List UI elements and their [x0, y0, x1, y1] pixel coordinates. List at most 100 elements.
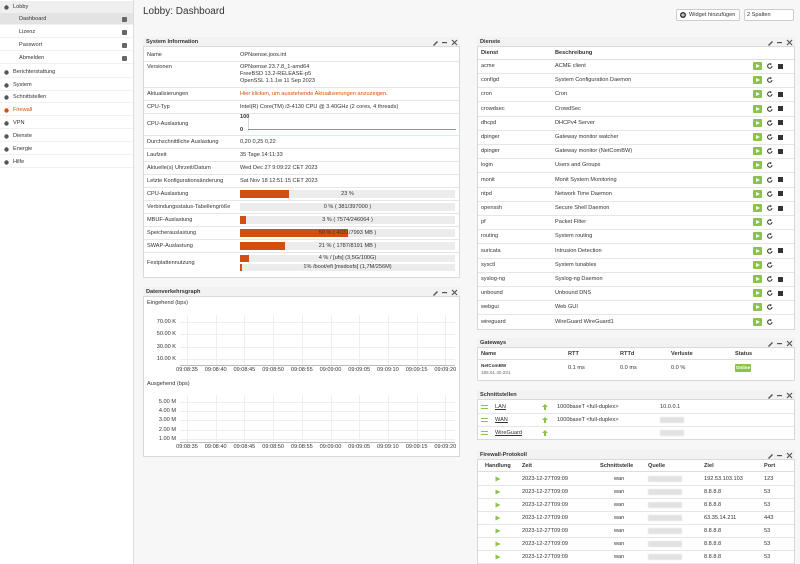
service-status[interactable] [753, 289, 762, 298]
nav-label[interactable]: Abmelden [19, 55, 45, 61]
stop-button[interactable] [778, 120, 783, 126]
restart-button[interactable] [767, 190, 773, 197]
stop-button[interactable] [778, 63, 783, 69]
restart-button[interactable] [767, 304, 773, 311]
service-status[interactable] [753, 317, 762, 326]
stop-button[interactable] [778, 276, 783, 282]
service-description: System Configuration Daemon [555, 77, 632, 84]
nav-label[interactable]: Lobby [13, 4, 29, 10]
redacted-source [648, 515, 682, 521]
restart-button[interactable] [767, 205, 773, 211]
nav-item[interactable] [0, 52, 133, 64]
nav-item[interactable] [0, 156, 133, 168]
stop-button[interactable] [778, 91, 783, 97]
restart-button[interactable] [767, 63, 773, 69]
nav-item[interactable] [0, 26, 133, 38]
pass-icon [495, 476, 501, 482]
columns-select-label[interactable]: 2 Spalten [747, 12, 771, 18]
nav-label[interactable]: Passwort [19, 42, 43, 48]
columns-select[interactable] [744, 9, 794, 21]
nav-item[interactable] [0, 13, 133, 25]
restart-button[interactable] [767, 261, 773, 268]
service-description: Packet Filter [555, 219, 587, 226]
service-status[interactable] [753, 303, 762, 312]
info-value: FreeBSD 13.2-RELEASE-p5 [240, 71, 312, 77]
row-divider [144, 226, 459, 227]
stop-button[interactable] [778, 248, 783, 254]
service-status[interactable] [753, 218, 762, 227]
service-status[interactable] [753, 175, 762, 184]
nav-item[interactable] [0, 66, 133, 78]
restart-button[interactable] [767, 148, 773, 154]
nav-item[interactable] [0, 130, 133, 142]
service-status[interactable] [753, 275, 762, 283]
y-tick-label: 1.00 M [158, 435, 176, 442]
interface-name[interactable]: LAN [495, 404, 506, 410]
nav-label[interactable]: Hilfe [13, 159, 25, 165]
service-status[interactable] [753, 204, 762, 212]
nav-item[interactable] [0, 39, 133, 51]
restart-button[interactable] [767, 219, 773, 225]
service-status[interactable] [753, 147, 762, 156]
restart-button[interactable] [767, 91, 773, 98]
stop-button[interactable] [778, 191, 783, 197]
stop-button[interactable] [778, 134, 783, 140]
stop-button[interactable] [778, 106, 783, 112]
nav-label[interactable]: Lizenz [19, 29, 36, 35]
interface-name[interactable]: WAN [495, 417, 508, 423]
restart-button[interactable] [767, 105, 773, 112]
nav-label[interactable]: Schnittstellen [13, 94, 47, 100]
service-status[interactable] [753, 62, 762, 70]
nav-label[interactable]: Energie [13, 146, 33, 152]
service-status[interactable] [753, 260, 762, 269]
service-status[interactable] [753, 189, 762, 198]
service-status[interactable] [753, 246, 762, 255]
restart-button[interactable] [767, 276, 773, 282]
grid-line [180, 346, 455, 348]
service-description: Syslog-ng Daemon [555, 276, 603, 282]
service-status[interactable] [753, 90, 762, 99]
restart-button[interactable] [767, 233, 773, 240]
service-status[interactable] [753, 161, 762, 170]
nav-label[interactable]: Berichterstattung [13, 69, 56, 75]
restart-button[interactable] [767, 290, 773, 296]
nav-item[interactable] [0, 79, 133, 91]
stop-button[interactable] [778, 148, 783, 154]
restart-button[interactable] [767, 134, 773, 140]
restart-button[interactable] [767, 119, 773, 126]
add-widget-label[interactable]: Widget hinzufügen [689, 12, 736, 18]
nav-item[interactable] [0, 91, 133, 103]
service-status[interactable] [753, 232, 762, 241]
service-status[interactable] [753, 104, 762, 113]
restart-button[interactable] [767, 162, 773, 169]
nav-label[interactable]: Dienste [13, 133, 32, 139]
column-header: Status [735, 351, 753, 357]
row-divider [144, 174, 459, 175]
service-status[interactable] [753, 118, 762, 127]
nav-label[interactable]: System [13, 82, 32, 88]
cpu-sparkline [248, 116, 456, 131]
nav-item[interactable] [0, 143, 133, 155]
nav-label[interactable]: Firewall [13, 107, 33, 113]
stop-button[interactable] [778, 205, 783, 211]
stop-button[interactable] [778, 177, 783, 183]
row-divider [478, 314, 794, 316]
restart-button[interactable] [767, 176, 773, 183]
nav-item[interactable] [0, 104, 133, 116]
nav-label[interactable]: Dashboard [19, 16, 47, 22]
nav-item[interactable] [0, 117, 133, 129]
nav-item[interactable] [0, 1, 133, 13]
interface-name[interactable]: WireGuard [495, 430, 523, 436]
nav-label[interactable]: VPN [13, 120, 25, 126]
restart-button[interactable] [767, 318, 773, 325]
restart-button[interactable] [767, 77, 773, 83]
add-widget-button[interactable] [676, 9, 740, 21]
service-status[interactable] [753, 76, 762, 85]
restart-button[interactable] [767, 247, 773, 254]
service-status[interactable] [753, 133, 762, 141]
stop-button[interactable] [778, 290, 783, 296]
service-description: Secure Shell Daemon [555, 205, 610, 211]
updates-link[interactable]: Hier klicken, um ausstehende Aktualisier… [240, 90, 388, 97]
column-header: Schnittstelle [600, 463, 634, 469]
grid-line [180, 438, 455, 440]
